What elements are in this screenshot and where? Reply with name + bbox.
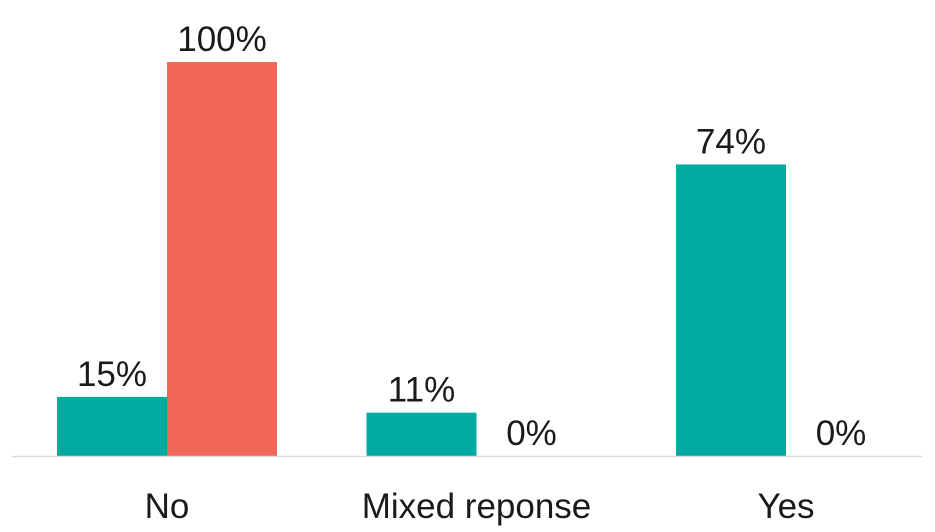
bar-no-s2 — [167, 62, 277, 456]
bar-yes-s1 — [676, 164, 786, 456]
bar-no-s1 — [57, 396, 167, 456]
value-labels-group: 15% 100% 11% 0% 74% 0% — [77, 20, 866, 453]
bars-group — [57, 62, 786, 456]
value-label: 11% — [388, 371, 455, 410]
value-label: 100% — [177, 20, 267, 59]
category-label: No — [145, 487, 190, 526]
bar-mixed-reponse-s1 — [366, 412, 477, 456]
value-label: 0% — [816, 414, 867, 453]
value-label: 74% — [696, 122, 766, 161]
value-label: 15% — [77, 355, 147, 394]
category-label: Yes — [757, 487, 814, 526]
category-labels-group: No Mixed reponse Yes — [145, 487, 815, 526]
value-label: 0% — [506, 414, 557, 453]
category-label: Mixed reponse — [362, 487, 592, 526]
